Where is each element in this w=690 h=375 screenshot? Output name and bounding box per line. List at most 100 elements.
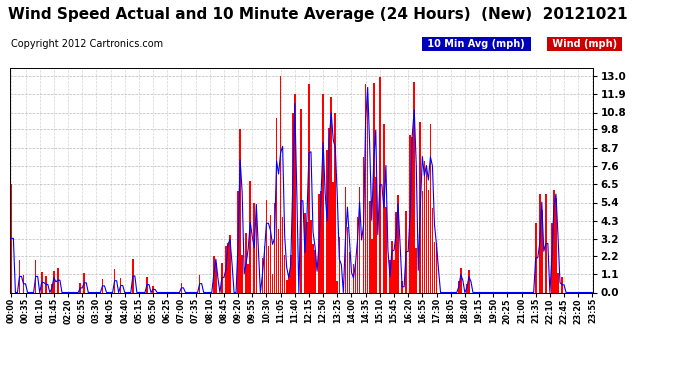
Bar: [280, 76, 282, 292]
Bar: [555, 198, 557, 292]
Bar: [237, 190, 239, 292]
Bar: [545, 194, 546, 292]
Bar: [181, 283, 182, 292]
Bar: [551, 223, 553, 292]
Bar: [405, 210, 407, 292]
Bar: [213, 256, 215, 292]
Bar: [132, 260, 134, 292]
Bar: [23, 275, 24, 292]
Bar: [413, 82, 415, 292]
Bar: [41, 273, 43, 292]
Bar: [290, 255, 292, 292]
Bar: [373, 84, 375, 292]
Bar: [353, 264, 354, 292]
Bar: [274, 203, 275, 292]
Bar: [369, 201, 371, 292]
Bar: [51, 284, 52, 292]
Bar: [120, 279, 121, 292]
Bar: [541, 210, 542, 292]
Bar: [371, 240, 373, 292]
Bar: [460, 268, 462, 292]
Bar: [286, 280, 288, 292]
Text: 10 Min Avg (mph): 10 Min Avg (mph): [424, 39, 529, 50]
Bar: [272, 274, 273, 292]
Bar: [292, 112, 293, 292]
Bar: [424, 160, 425, 292]
Bar: [535, 223, 537, 292]
Bar: [268, 246, 269, 292]
Bar: [318, 194, 320, 292]
Bar: [561, 277, 563, 292]
Bar: [389, 261, 391, 292]
Bar: [420, 122, 421, 292]
Bar: [146, 277, 148, 292]
Bar: [355, 263, 356, 292]
Bar: [282, 217, 284, 292]
Text: Wind (mph): Wind (mph): [549, 39, 620, 50]
Bar: [385, 207, 386, 292]
Bar: [246, 233, 247, 292]
Bar: [264, 246, 265, 292]
Bar: [365, 84, 366, 292]
Bar: [83, 273, 85, 292]
Bar: [308, 84, 310, 292]
Bar: [428, 190, 429, 292]
Bar: [346, 227, 348, 292]
Bar: [337, 281, 338, 292]
Bar: [322, 94, 324, 292]
Bar: [395, 212, 397, 292]
Bar: [306, 222, 308, 292]
Bar: [310, 220, 312, 292]
Bar: [19, 260, 20, 292]
Bar: [434, 242, 435, 292]
Bar: [215, 262, 217, 292]
Bar: [152, 286, 154, 292]
Bar: [221, 262, 223, 292]
Bar: [199, 275, 201, 292]
Bar: [539, 194, 540, 292]
Bar: [314, 250, 316, 292]
Bar: [458, 281, 460, 292]
Bar: [430, 124, 431, 292]
Bar: [57, 268, 59, 292]
Bar: [239, 129, 241, 292]
Bar: [45, 276, 47, 292]
Bar: [411, 137, 413, 292]
Bar: [409, 135, 411, 292]
Bar: [101, 279, 104, 292]
Bar: [241, 255, 243, 292]
Bar: [375, 177, 377, 292]
Bar: [312, 244, 314, 292]
Text: Copyright 2012 Cartronics.com: Copyright 2012 Cartronics.com: [11, 39, 163, 50]
Bar: [10, 184, 12, 292]
Bar: [288, 274, 290, 292]
Bar: [335, 112, 336, 292]
Bar: [333, 182, 334, 292]
Bar: [367, 91, 368, 292]
Bar: [357, 216, 358, 292]
Bar: [383, 124, 385, 292]
Bar: [276, 118, 277, 292]
Bar: [435, 247, 437, 292]
Bar: [328, 128, 330, 292]
Bar: [393, 260, 395, 292]
Bar: [304, 213, 306, 292]
Bar: [255, 206, 257, 292]
Bar: [225, 246, 227, 292]
Bar: [331, 98, 332, 292]
Bar: [227, 243, 229, 292]
Bar: [270, 215, 271, 292]
Bar: [300, 109, 302, 292]
Bar: [402, 281, 403, 292]
Bar: [415, 248, 417, 292]
Bar: [253, 203, 255, 292]
Bar: [359, 188, 360, 292]
Text: Wind Speed Actual and 10 Minute Average (24 Hours)  (New)  20121021: Wind Speed Actual and 10 Minute Average …: [8, 8, 627, 22]
Bar: [320, 191, 322, 292]
Bar: [284, 255, 286, 292]
Bar: [250, 181, 251, 292]
Bar: [553, 190, 555, 292]
Bar: [348, 252, 351, 292]
Bar: [326, 150, 328, 292]
Bar: [363, 157, 364, 292]
